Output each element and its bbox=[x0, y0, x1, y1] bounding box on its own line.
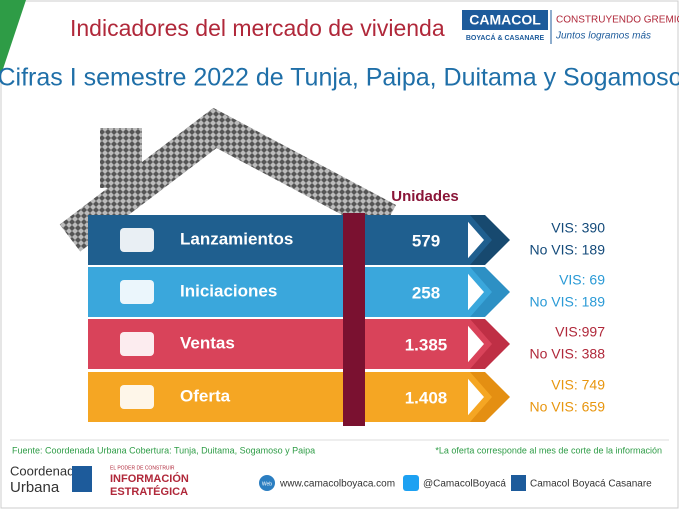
facebook[interactable]: Camacol Boyacá Casanare bbox=[530, 479, 652, 490]
units-header: Unidades bbox=[391, 188, 459, 205]
row-arrow bbox=[468, 372, 510, 422]
row-arrow bbox=[468, 215, 510, 265]
web-icon-label: Web bbox=[262, 481, 272, 487]
row-arrow-back bbox=[462, 267, 492, 317]
row-no-vis: No VIS: 189 bbox=[530, 242, 606, 258]
web[interactable]: www.camacolboyaca.com bbox=[279, 479, 395, 490]
title: Indicadores del mercado de vivienda bbox=[70, 15, 445, 41]
row-arrow bbox=[468, 267, 510, 317]
info2: ESTRATÉGICA bbox=[110, 485, 188, 498]
logo-slogan: Juntos logramos más bbox=[555, 31, 651, 42]
row-vis: VIS:997 bbox=[555, 324, 605, 340]
logo-tagline: CONSTRUYENDO GREMIO bbox=[556, 15, 679, 26]
roof bbox=[59, 107, 396, 252]
row-label: Lanzamientos bbox=[180, 229, 293, 248]
row-label: Iniciaciones bbox=[180, 281, 277, 300]
note: *La oferta corresponde al mes de corte d… bbox=[435, 445, 662, 455]
logo-name: CAMACOL bbox=[469, 12, 541, 28]
web-icon bbox=[259, 475, 275, 491]
row-icon bbox=[120, 332, 154, 356]
row-vis: VIS: 390 bbox=[551, 220, 605, 236]
divider bbox=[343, 213, 365, 426]
row-arrow-back bbox=[462, 215, 492, 265]
brand-icon bbox=[72, 466, 92, 492]
row-icon bbox=[120, 385, 154, 409]
subtitle: Cifras I semestre 2022 de Tunja, Paipa, … bbox=[0, 64, 679, 92]
facebook-icon bbox=[511, 475, 526, 491]
brand1: Coordenada bbox=[10, 463, 82, 478]
row-no-vis: No VIS: 388 bbox=[530, 346, 606, 362]
row-vis: VIS: 749 bbox=[551, 377, 605, 393]
row-icon bbox=[120, 280, 154, 304]
brand-small: EL PODER DE CONSTRUIR bbox=[110, 465, 175, 471]
corner bbox=[0, 0, 26, 78]
logo: CAMACOL BOYACÁ & CASANARE CONSTRUYENDO G… bbox=[462, 10, 679, 44]
row-label: Oferta bbox=[180, 386, 231, 405]
row-icon bbox=[120, 228, 154, 252]
logo-region: BOYACÁ & CASANARE bbox=[466, 33, 545, 42]
brand2: Urbana bbox=[10, 479, 60, 496]
row-no-vis: No VIS: 659 bbox=[530, 399, 606, 415]
row-label: Ventas bbox=[180, 333, 235, 352]
row-arrow-back bbox=[462, 372, 492, 422]
row-units: 579 bbox=[412, 231, 440, 250]
row-arrow-back bbox=[462, 319, 492, 369]
row-no-vis: No VIS: 189 bbox=[530, 294, 606, 310]
twitter[interactable]: @CamacolBoyacá bbox=[423, 479, 506, 490]
row-units: 1.385 bbox=[405, 335, 448, 354]
row-units: 1.408 bbox=[405, 388, 448, 407]
info1: INFORMACIÓN bbox=[110, 472, 189, 485]
row-units: 258 bbox=[412, 283, 440, 302]
row-arrow bbox=[468, 319, 510, 369]
source: Fuente: Coordenada Urbana Cobertura: Tun… bbox=[12, 445, 315, 455]
twitter-icon bbox=[403, 475, 419, 491]
row-vis: VIS: 69 bbox=[559, 272, 605, 288]
